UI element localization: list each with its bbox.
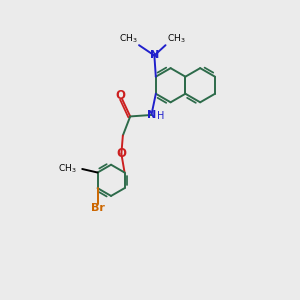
Text: CH$_3$: CH$_3$ (119, 32, 138, 45)
Text: N: N (150, 50, 159, 61)
Text: CH$_3$: CH$_3$ (167, 32, 186, 45)
Text: H: H (157, 111, 164, 122)
Text: CH$_3$: CH$_3$ (58, 163, 77, 175)
Text: O: O (116, 147, 126, 160)
Text: N: N (147, 110, 156, 120)
Text: O: O (116, 89, 125, 102)
Text: Br: Br (91, 203, 104, 213)
